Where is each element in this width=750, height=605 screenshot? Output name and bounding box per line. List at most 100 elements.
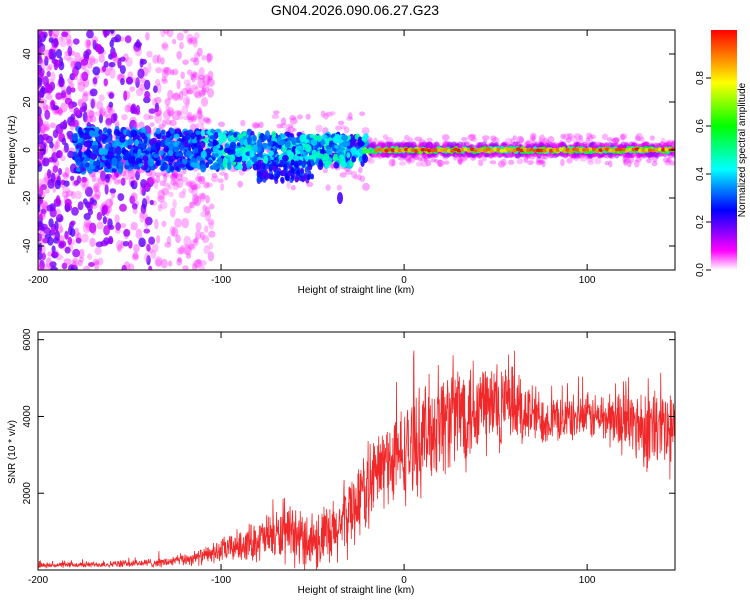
- spectrogram-cell: [38, 221, 43, 227]
- spectrogram-cell: [192, 71, 198, 78]
- spectrogram-cell: [114, 214, 120, 224]
- spectrogram-cell: [434, 158, 439, 164]
- spectrogram-cell: [51, 245, 56, 254]
- spectrogram-cell: [407, 148, 412, 153]
- spectrogram-cell: [146, 255, 151, 266]
- spectrogram-cell: [529, 136, 535, 144]
- spectrogram-cell: [582, 148, 587, 152]
- spectrogram-cell: [39, 33, 45, 40]
- spectrogram-cell: [173, 161, 180, 166]
- spectrogram-cell: [106, 164, 112, 170]
- spectrogram-cell: [99, 170, 107, 182]
- spectrogram-cell: [292, 127, 297, 133]
- spectrogram-cell: [92, 160, 100, 167]
- spectrogram-cell: [310, 173, 315, 180]
- spectrogram-cell: [420, 147, 425, 152]
- spectrogram-cell: [443, 147, 449, 152]
- spectrogram-cell: [426, 137, 433, 142]
- spectrogram-cell: [280, 117, 287, 126]
- spectrogram-cell: [53, 37, 59, 48]
- spectrogram-cell: [156, 82, 162, 94]
- spectrogram-cell: [338, 154, 345, 160]
- spectrogram-cell: [196, 110, 203, 120]
- spectrogram-cell: [58, 168, 63, 176]
- colorbar-label: Normalized spectral amplitude: [737, 82, 748, 217]
- colorbar: [711, 30, 737, 270]
- spectrogram-cell: [66, 86, 72, 95]
- spectrogram-cell: [75, 237, 82, 244]
- spectrogram-cell: [38, 185, 44, 192]
- spectrogram-cell: [59, 226, 64, 233]
- spectrogram-cell: [70, 87, 76, 93]
- spectrogram-cell: [69, 120, 75, 127]
- spectrogram-cell: [294, 176, 299, 183]
- spectrogram-cell: [89, 55, 96, 66]
- spectrogram-cell: [196, 155, 204, 161]
- spectrogram-cell: [199, 176, 205, 183]
- spectrogram-cell: [189, 180, 197, 189]
- spectrogram-cell: [155, 258, 162, 267]
- spectrogram-cell: [181, 136, 186, 143]
- spectrogram-cell: [41, 133, 50, 141]
- spectrogram-cell: [71, 206, 79, 216]
- spectrogram-cell: [133, 46, 138, 53]
- spectrogram-cell: [190, 71, 197, 79]
- spectrogram-cell: [300, 176, 305, 183]
- spectrogram-cell: [82, 111, 88, 123]
- spectrogram-cell: [139, 212, 145, 223]
- spectrogram-cell: [192, 38, 198, 48]
- spectrogram-cell: [526, 160, 535, 165]
- spectrogram-cell: [82, 198, 88, 205]
- spectrogram-cell: [531, 134, 536, 143]
- spectrogram-cell: [558, 147, 564, 152]
- spectrogram-cell: [190, 57, 198, 63]
- spectrogram-cell: [518, 136, 524, 144]
- spectrogram-cell: [595, 148, 600, 153]
- spectrogram-cell: [497, 160, 506, 168]
- spectrogram-cell: [322, 153, 330, 161]
- spectrogram-cell: [190, 184, 198, 191]
- spectrogram-cell: [197, 77, 206, 89]
- spectrogram-cell: [192, 259, 201, 269]
- spectrogram-cell: [443, 160, 450, 165]
- spectrogram-cell: [169, 207, 176, 218]
- spectrogram-cell: [358, 166, 363, 174]
- spectrogram-cell: [193, 183, 201, 190]
- colorbar-tick-label: 0.4: [695, 167, 706, 181]
- spectrogram-cell: [182, 265, 189, 270]
- spectrogram-cell: [171, 226, 179, 238]
- spectrogram-cell: [45, 257, 52, 268]
- spectrogram-cell: [562, 133, 571, 141]
- spectrogram-cell: [122, 154, 129, 161]
- spectrogram-cell: [45, 84, 50, 92]
- spectrogram-cell: [457, 158, 463, 166]
- spectrogram-cell: [81, 93, 89, 103]
- spectrogram-cell: [346, 135, 351, 141]
- spectrogram-cell: [120, 77, 125, 86]
- spectrogram-cell: [46, 169, 52, 179]
- spectrogram-cell: [176, 247, 181, 255]
- spectrogram-cell: [539, 148, 544, 153]
- spectrogram-cell: [143, 96, 151, 104]
- spectrogram-cell: [89, 88, 98, 97]
- spectrogram-cell: [105, 122, 112, 129]
- spectrogram-cell: [132, 251, 139, 260]
- spectrogram-cell: [148, 115, 154, 120]
- spectrogram-cell: [156, 235, 161, 244]
- spectrogram-cell: [126, 77, 133, 84]
- spectrogram-cell: [194, 52, 200, 60]
- spectrogram-cell: [289, 115, 297, 121]
- spectrogram-cell: [111, 51, 118, 58]
- spectrogram-cell: [154, 96, 162, 104]
- spectrogram-cell: [152, 54, 160, 64]
- spectrogram-cell: [203, 244, 211, 255]
- colorbar-tick-label: 0.6: [695, 119, 706, 133]
- spectrogram-cell: [572, 147, 577, 151]
- spectrogram-cell: [108, 92, 114, 99]
- spectrogram-cell: [77, 150, 83, 158]
- spectrogram-cell: [529, 147, 534, 152]
- spectrogram-cell: [362, 154, 369, 164]
- spectrogram-cell: [586, 132, 592, 140]
- spectrogram-cell: [249, 150, 255, 158]
